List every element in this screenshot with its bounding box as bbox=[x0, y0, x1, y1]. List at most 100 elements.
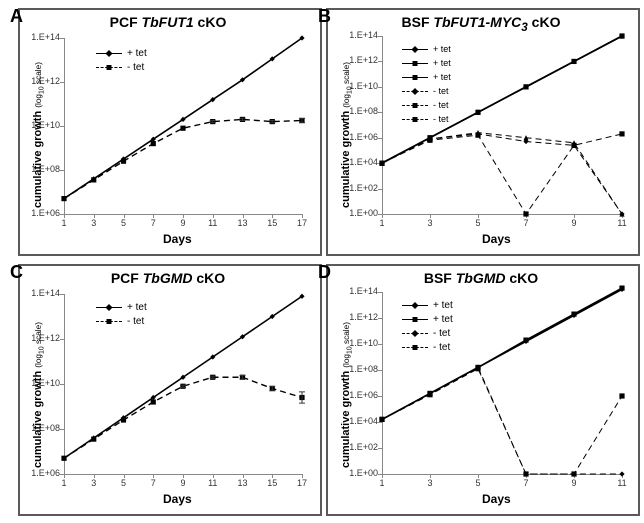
xtick-label: 5 bbox=[116, 218, 132, 228]
ytick-label: 1.E+00 bbox=[334, 468, 378, 478]
legend-label: - tet bbox=[433, 114, 449, 124]
xtick bbox=[94, 474, 95, 478]
legend-line-icon bbox=[402, 119, 428, 120]
xtick bbox=[213, 474, 214, 478]
panel-title-C: PCF TbGMD cKO bbox=[18, 270, 318, 286]
xtick-label: 3 bbox=[422, 478, 438, 488]
legend-label: - tet bbox=[127, 62, 144, 73]
xtick bbox=[430, 214, 431, 218]
xtick-label: 1 bbox=[374, 218, 390, 228]
legend-marker-icon bbox=[413, 75, 418, 80]
xtick-label: 1 bbox=[56, 478, 72, 488]
legend-marker-icon bbox=[413, 117, 418, 122]
series-marker bbox=[91, 177, 96, 182]
xtick-label: 11 bbox=[614, 478, 630, 488]
legend-marker-icon bbox=[107, 65, 112, 70]
legend-D: + tet+ tet- tet- tet bbox=[402, 298, 453, 354]
ytick-label: 1.E+06 bbox=[16, 468, 60, 478]
series-line bbox=[64, 119, 302, 198]
legend-label: + tet bbox=[127, 48, 147, 59]
xtick bbox=[430, 474, 431, 478]
xtick bbox=[183, 474, 184, 478]
xtick bbox=[213, 214, 214, 218]
xtick-label: 5 bbox=[470, 478, 486, 488]
xtick bbox=[243, 214, 244, 218]
xlabel-A: Days bbox=[163, 232, 192, 246]
series-line bbox=[382, 369, 622, 474]
series-marker bbox=[61, 456, 66, 461]
legend-marker-icon bbox=[413, 345, 418, 350]
xtick bbox=[478, 474, 479, 478]
xtick bbox=[382, 474, 383, 478]
legend-line-icon bbox=[402, 49, 428, 50]
xlabel-C: Days bbox=[163, 492, 192, 506]
ytick-label: 1.E+14 bbox=[334, 286, 378, 296]
legend-marker-icon bbox=[411, 45, 418, 52]
legend-item: - tet bbox=[402, 340, 453, 354]
series-marker bbox=[379, 417, 384, 422]
legend-line-icon bbox=[402, 333, 428, 334]
series-marker bbox=[151, 399, 156, 404]
xtick-label: 7 bbox=[145, 218, 161, 228]
xtick bbox=[382, 214, 383, 218]
xtick-label: 9 bbox=[175, 218, 191, 228]
xtick-label: 7 bbox=[145, 478, 161, 488]
legend-item: - tet bbox=[402, 84, 451, 98]
ytick-label: 1.E+12 bbox=[334, 312, 378, 322]
legend-label: + tet bbox=[433, 44, 451, 54]
series-marker bbox=[61, 196, 66, 201]
xtick bbox=[124, 214, 125, 218]
xtick bbox=[94, 214, 95, 218]
legend-line-icon bbox=[402, 91, 428, 92]
legend-label: + tet bbox=[433, 314, 453, 325]
xtick-label: 17 bbox=[294, 218, 310, 228]
legend-line-icon bbox=[96, 321, 122, 322]
series-marker bbox=[523, 471, 528, 476]
xtick-label: 9 bbox=[566, 478, 582, 488]
xtick-label: 11 bbox=[205, 218, 221, 228]
series-marker bbox=[91, 437, 96, 442]
xtick-label: 5 bbox=[470, 218, 486, 228]
xtick-label: 15 bbox=[264, 218, 280, 228]
xtick-label: 1 bbox=[56, 218, 72, 228]
legend-label: + tet bbox=[433, 58, 451, 68]
xlabel-B: Days bbox=[482, 232, 511, 246]
xtick bbox=[153, 474, 154, 478]
xtick bbox=[302, 474, 303, 478]
xtick-label: 9 bbox=[566, 218, 582, 228]
legend-line-icon bbox=[402, 347, 428, 348]
series-marker bbox=[571, 471, 576, 476]
series-marker bbox=[427, 392, 432, 397]
xtick-label: 13 bbox=[235, 478, 251, 488]
legend-marker-icon bbox=[411, 329, 418, 336]
series-line bbox=[382, 134, 622, 214]
legend-item: + tet bbox=[402, 56, 451, 70]
figure: APCF TbFUT1 cKO1.E+061.E+081.E+101.E+121… bbox=[0, 0, 644, 523]
xtick bbox=[153, 214, 154, 218]
legend-line-icon bbox=[96, 307, 122, 308]
ytick-label: 1.E+06 bbox=[16, 208, 60, 218]
legend-item: + tet bbox=[96, 300, 147, 314]
legend-line-icon bbox=[402, 77, 428, 78]
series-marker bbox=[619, 131, 624, 136]
legend-label: + tet bbox=[127, 302, 147, 313]
ytick-label: 1.E+00 bbox=[334, 208, 378, 218]
legend-item: - tet bbox=[402, 112, 451, 126]
legend-line-icon bbox=[402, 305, 428, 306]
xtick bbox=[574, 214, 575, 218]
xtick-label: 11 bbox=[614, 218, 630, 228]
xtick-label: 5 bbox=[116, 478, 132, 488]
legend-marker-icon bbox=[413, 317, 418, 322]
series-marker bbox=[151, 141, 156, 146]
xtick-label: 3 bbox=[86, 218, 102, 228]
legend-C: + tet- tet bbox=[96, 300, 147, 328]
ylabel-C: cumulative growth (log10 scale) bbox=[32, 322, 46, 468]
legend-label: - tet bbox=[433, 342, 450, 353]
legend-line-icon bbox=[402, 63, 428, 64]
xtick-label: 7 bbox=[518, 478, 534, 488]
panel-title-D: BSF TbGMD cKO bbox=[326, 270, 636, 286]
legend-label: + tet bbox=[433, 300, 453, 311]
legend-label: + tet bbox=[433, 72, 451, 82]
xtick-label: 3 bbox=[422, 218, 438, 228]
series-line bbox=[64, 377, 302, 458]
